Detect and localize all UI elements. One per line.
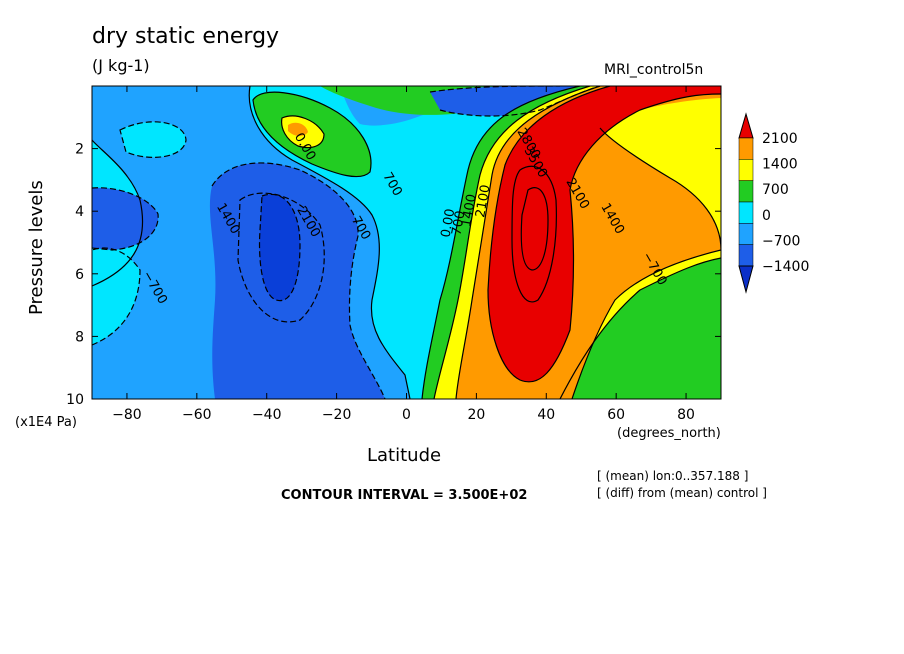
field-region-neg-700-spot — [120, 121, 186, 158]
contour-label: 700 — [449, 210, 468, 237]
colorbar: 2100 1400 700 0 −700 −1400 — [738, 112, 809, 294]
x-tick-label: −20 — [322, 407, 352, 423]
colorbar-label: 1400 — [762, 157, 798, 173]
colorbar-swatch — [738, 159, 754, 181]
colorbar-label: 0 — [762, 208, 771, 224]
note-diff: [ (diff) from (mean) control ] — [597, 486, 767, 500]
y-axis-unit: (x1E4 Pa) — [15, 415, 77, 430]
x-tick-label: 60 — [607, 407, 625, 423]
x-axis-unit: (degrees_north) — [617, 426, 721, 441]
x-tick-label: −40 — [252, 407, 282, 423]
x-tick-label: 40 — [537, 407, 555, 423]
note-mean: [ (mean) lon:0..357.188 ] — [597, 469, 749, 483]
contour-label: 2100 — [473, 184, 494, 219]
colorbar-arrow-bottom — [738, 265, 754, 294]
field-region-neg-700-south — [92, 248, 140, 345]
contour-interval: CONTOUR INTERVAL = 3.500E+02 — [281, 488, 528, 503]
colorbar-label: −1400 — [762, 259, 809, 275]
field-region-neg-2100 — [209, 162, 385, 399]
field-region-2100-east — [488, 86, 721, 382]
colorbar-label: 2100 — [762, 131, 798, 147]
y-tick-label: 10 — [66, 392, 84, 408]
y-axis-ticks: 2 4 6 8 10 — [66, 142, 721, 408]
x-tick-label: 0 — [402, 407, 411, 423]
chart-units: (J kg-1) — [92, 56, 150, 75]
y-tick-label: 8 — [75, 329, 84, 345]
x-tick-label: −60 — [182, 407, 212, 423]
colorbar-swatch — [738, 244, 754, 267]
x-axis-title: Latitude — [367, 445, 442, 466]
model-name: MRI_control5n — [604, 62, 704, 78]
y-tick-label: 6 — [75, 267, 84, 283]
y-tick-label: 2 — [75, 142, 84, 158]
y-tick-label: 4 — [75, 204, 84, 220]
colorbar-swatch — [738, 201, 754, 224]
colorbar-swatch — [738, 137, 754, 160]
colorbar-swatch — [738, 180, 754, 203]
colorbar-arrow-top — [738, 112, 754, 139]
chart-title: dry static energy — [92, 24, 280, 49]
x-tick-label: −80 — [112, 407, 142, 423]
x-tick-label: 20 — [467, 407, 485, 423]
x-axis-ticks: −80 −60 −40 −20 0 20 40 60 80 — [112, 86, 695, 423]
contour-label: 0.00 — [439, 208, 459, 239]
plot-area — [92, 86, 721, 399]
colorbar-label: 700 — [762, 182, 789, 198]
colorbar-label: −700 — [762, 233, 800, 249]
x-tick-label: 80 — [677, 407, 695, 423]
field-region-neg-2800 — [259, 194, 300, 301]
field-region-orange-spot — [288, 122, 308, 137]
colorbar-swatch — [738, 223, 754, 245]
contour-label: 1400 — [459, 193, 480, 228]
